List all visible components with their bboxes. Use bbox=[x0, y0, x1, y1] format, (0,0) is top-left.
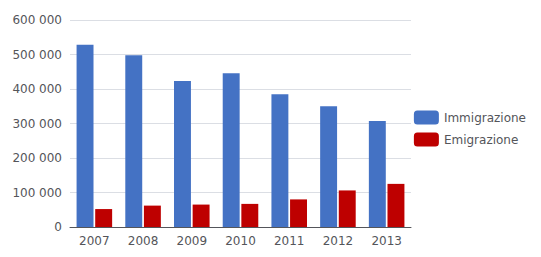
svg-text:600 000: 600 000 bbox=[12, 13, 62, 27]
svg-text:2010: 2010 bbox=[225, 234, 256, 248]
svg-text:2012: 2012 bbox=[323, 234, 354, 248]
svg-text:2013: 2013 bbox=[371, 234, 402, 248]
svg-text:500 000: 500 000 bbox=[12, 48, 62, 62]
svg-text:2011: 2011 bbox=[274, 234, 305, 248]
svg-text:300 000: 300 000 bbox=[12, 117, 62, 131]
svg-text:2009: 2009 bbox=[177, 234, 208, 248]
svg-text:2007: 2007 bbox=[79, 234, 110, 248]
svg-text:100 000: 100 000 bbox=[12, 186, 62, 200]
svg-text:Emigrazione: Emigrazione bbox=[444, 133, 518, 147]
svg-text:2008: 2008 bbox=[128, 234, 159, 248]
svg-text:400 000: 400 000 bbox=[12, 82, 62, 96]
svg-text:200 000: 200 000 bbox=[12, 151, 62, 165]
svg-text:Immigrazione: Immigrazione bbox=[444, 111, 526, 125]
svg-text:0: 0 bbox=[54, 220, 62, 234]
